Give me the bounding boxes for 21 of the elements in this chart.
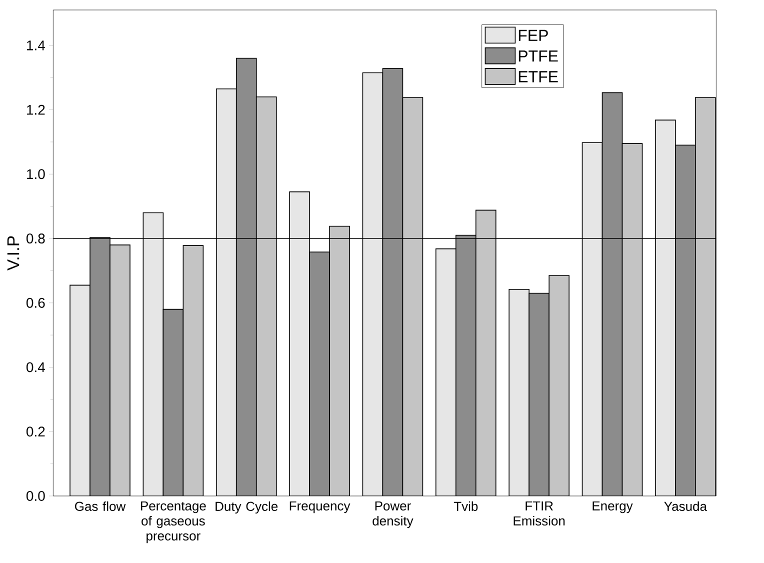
- y-tick-label: 0.2: [26, 426, 45, 437]
- x-tick-label: Duty Cycle: [216, 501, 278, 514]
- y-tick-label: 0.0: [26, 491, 45, 501]
- x-tick-label: Gas flow: [75, 501, 126, 511]
- y-tick-label: 1.0: [27, 169, 45, 180]
- legend-label: PTFE: [518, 50, 558, 62]
- y-tick-label: 1.2: [27, 104, 45, 115]
- legend-label: FEP: [518, 30, 548, 41]
- x-tick-label: Tvib: [454, 501, 478, 511]
- y-tick-label: 1.4: [27, 40, 45, 50]
- x-tick-label: Energy: [592, 501, 633, 514]
- x-tick-label: Frequency: [290, 501, 350, 514]
- legend-label: ETFE: [518, 71, 558, 82]
- y-tick-label: 0.4: [26, 362, 45, 372]
- x-tick-label: FTIR Emission: [514, 501, 565, 526]
- y-tick-label: 0.8: [26, 234, 45, 244]
- y-tick-label: 0.6: [26, 298, 45, 308]
- x-tick-label: Power density: [372, 501, 414, 528]
- x-tick-label: Percentage of gaseous precursor: [141, 501, 206, 544]
- x-tick-label: Yasuda: [664, 501, 707, 511]
- y-axis-title: V.I.P: [7, 236, 20, 271]
